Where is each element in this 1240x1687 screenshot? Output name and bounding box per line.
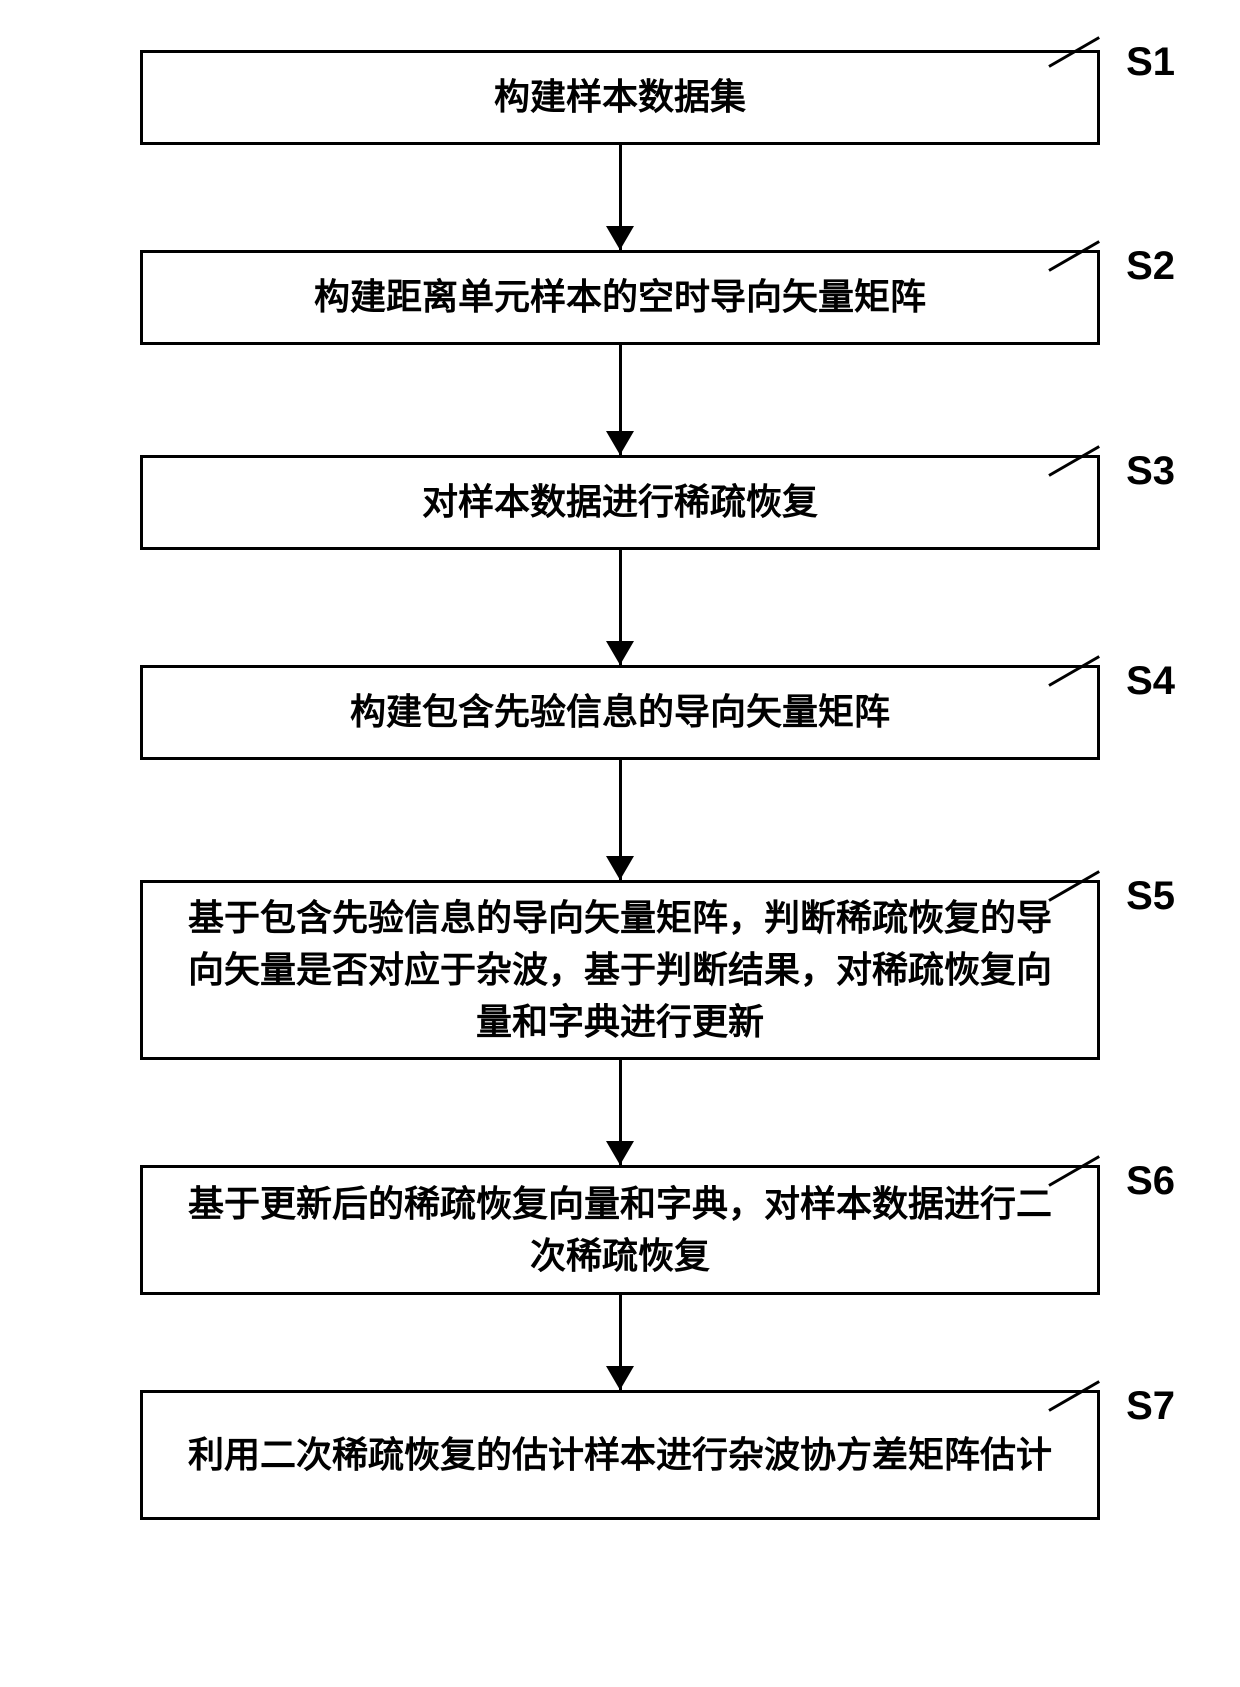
label-s6: S6 <box>1126 1159 1175 1204</box>
text-s7: 利用二次稀疏恢复的估计样本进行杂波协方差矩阵估计 <box>188 1429 1052 1481</box>
text-s2: 构建距离单元样本的空时导向矢量矩阵 <box>314 271 926 323</box>
box-s1: 构建样本数据集 <box>140 50 1100 145</box>
text-s4: 构建包含先验信息的导向矢量矩阵 <box>350 686 890 738</box>
label-s4: S4 <box>1126 659 1175 704</box>
arrow-s2 <box>70 345 1170 455</box>
box-s4: 构建包含先验信息的导向矢量矩阵 <box>140 665 1100 760</box>
step-s3: 对样本数据进行稀疏恢复 S3 <box>70 455 1170 665</box>
box-s3: 对样本数据进行稀疏恢复 <box>140 455 1100 550</box>
step-s2: 构建距离单元样本的空时导向矢量矩阵 S2 <box>70 250 1170 455</box>
text-s1: 构建样本数据集 <box>494 71 746 123</box>
step-s4: 构建包含先验信息的导向矢量矩阵 S4 <box>70 665 1170 880</box>
arrow-s3 <box>70 550 1170 665</box>
arrow-s5 <box>70 1060 1170 1165</box>
text-s3: 对样本数据进行稀疏恢复 <box>422 476 818 528</box>
flowchart-container: 构建样本数据集 S1 构建距离单元样本的空时导向矢量矩阵 S2 对样本数据进行稀… <box>70 50 1170 1520</box>
arrow-s6 <box>70 1295 1170 1390</box>
text-s6: 基于更新后的稀疏恢复向量和字典，对样本数据进行二次稀疏恢复 <box>171 1178 1069 1282</box>
step-s7: 利用二次稀疏恢复的估计样本进行杂波协方差矩阵估计 S7 <box>70 1390 1170 1520</box>
box-s6: 基于更新后的稀疏恢复向量和字典，对样本数据进行二次稀疏恢复 <box>140 1165 1100 1295</box>
arrow-s4 <box>70 760 1170 880</box>
step-s1: 构建样本数据集 S1 <box>70 50 1170 250</box>
label-line-s1 <box>1048 36 1100 68</box>
label-s3: S3 <box>1126 449 1175 494</box>
text-s5: 基于包含先验信息的导向矢量矩阵，判断稀疏恢复的导向矢量是否对应于杂波，基于判断结… <box>171 892 1069 1049</box>
label-s1: S1 <box>1126 40 1175 85</box>
step-s6: 基于更新后的稀疏恢复向量和字典，对样本数据进行二次稀疏恢复 S6 <box>70 1165 1170 1390</box>
box-s7: 利用二次稀疏恢复的估计样本进行杂波协方差矩阵估计 <box>140 1390 1100 1520</box>
label-s7: S7 <box>1126 1384 1175 1429</box>
step-s5: 基于包含先验信息的导向矢量矩阵，判断稀疏恢复的导向矢量是否对应于杂波，基于判断结… <box>70 880 1170 1165</box>
label-s5: S5 <box>1126 874 1175 919</box>
arrow-s1 <box>70 145 1170 250</box>
label-s2: S2 <box>1126 244 1175 289</box>
box-s5: 基于包含先验信息的导向矢量矩阵，判断稀疏恢复的导向矢量是否对应于杂波，基于判断结… <box>140 880 1100 1060</box>
box-s2: 构建距离单元样本的空时导向矢量矩阵 <box>140 250 1100 345</box>
